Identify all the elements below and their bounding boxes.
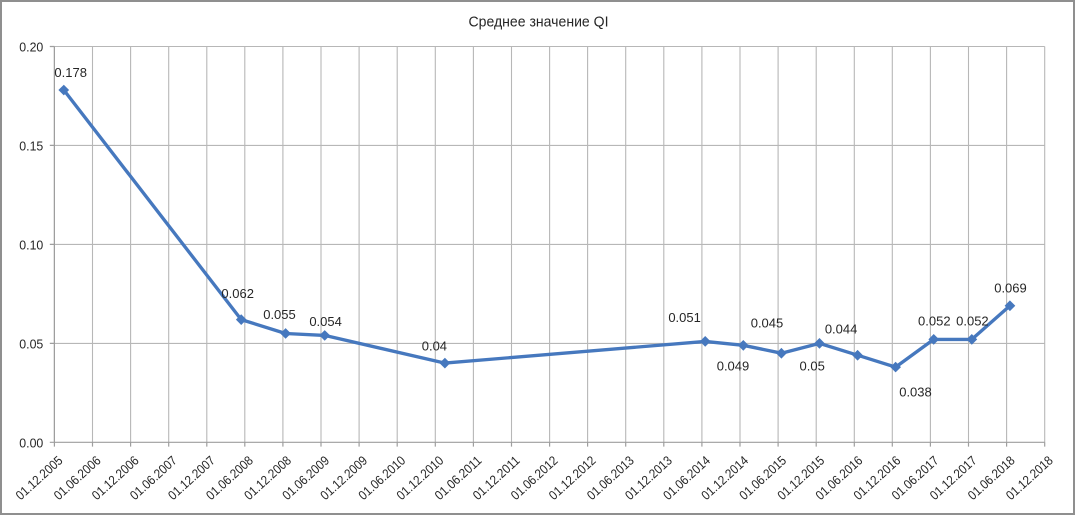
svg-text:0.15: 0.15 bbox=[19, 138, 43, 153]
svg-text:0.04: 0.04 bbox=[422, 339, 447, 354]
svg-text:0.045: 0.045 bbox=[751, 315, 784, 330]
svg-text:0.20: 0.20 bbox=[19, 40, 43, 55]
svg-text:0.051: 0.051 bbox=[668, 310, 701, 325]
svg-text:0.05: 0.05 bbox=[800, 359, 825, 374]
svg-text:0.069: 0.069 bbox=[994, 281, 1027, 296]
svg-text:0.038: 0.038 bbox=[899, 385, 932, 400]
svg-text:0.00: 0.00 bbox=[19, 435, 43, 450]
svg-text:0.178: 0.178 bbox=[54, 65, 87, 80]
svg-text:0.054: 0.054 bbox=[309, 314, 342, 329]
svg-text:0.055: 0.055 bbox=[263, 307, 296, 322]
svg-text:0.10: 0.10 bbox=[19, 237, 43, 252]
svg-text:0.05: 0.05 bbox=[19, 336, 43, 351]
svg-text:0.049: 0.049 bbox=[717, 358, 750, 373]
svg-text:0.044: 0.044 bbox=[825, 322, 858, 337]
svg-text:Среднее значение QI: Среднее значение QI bbox=[469, 13, 609, 30]
svg-text:0.052: 0.052 bbox=[956, 313, 989, 328]
svg-text:0.052: 0.052 bbox=[918, 313, 951, 328]
svg-text:0.062: 0.062 bbox=[221, 286, 254, 301]
